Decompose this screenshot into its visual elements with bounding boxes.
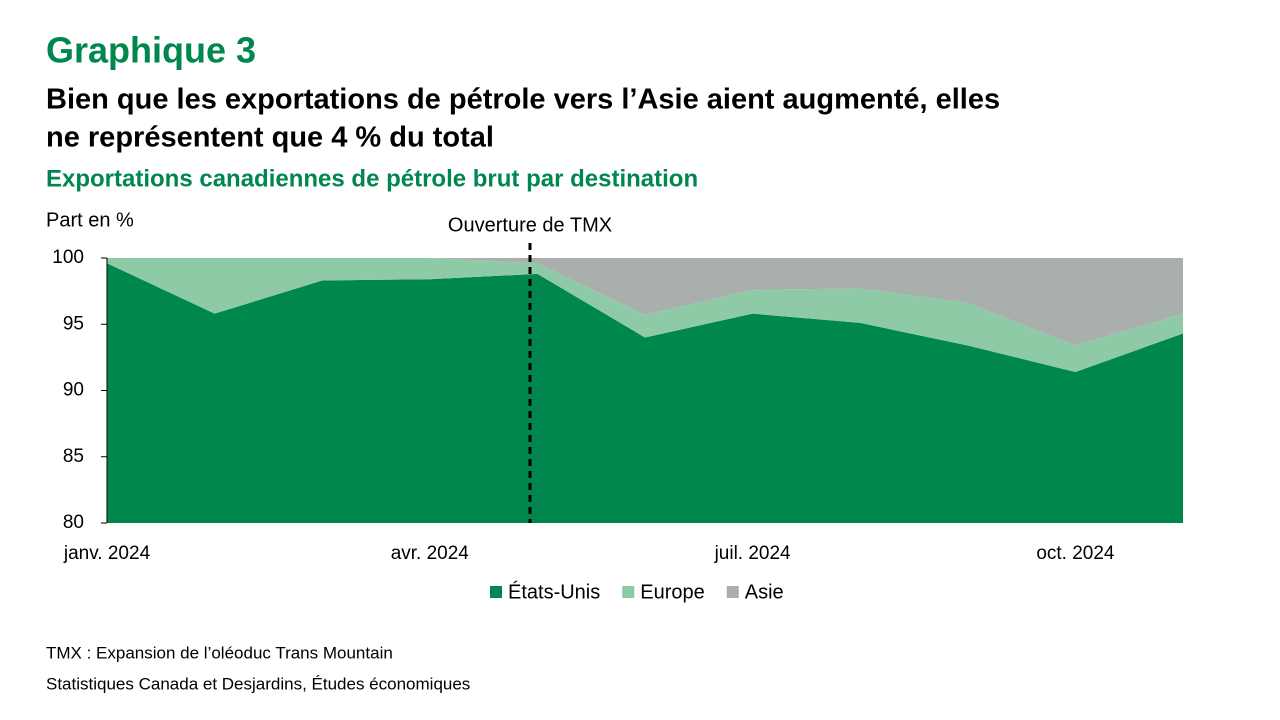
legend-swatch (490, 586, 502, 598)
y-tick-label: 90 (63, 380, 84, 401)
chart-label: Graphique 3 (46, 30, 256, 71)
source: Statistiques Canada et Desjardins, Étude… (46, 674, 470, 693)
legend-label: Europe (640, 581, 705, 603)
y-axis-label: Part en % (46, 209, 134, 231)
legend-label: États-Unis (508, 580, 600, 603)
legend-swatch (622, 586, 635, 598)
legend-label: Asie (745, 581, 784, 603)
note: TMX : Expansion de l’oléoduc Trans Mount… (46, 643, 393, 662)
chart-title: ne représentent que 4 % du total (46, 122, 494, 154)
x-tick-label: janv. 2024 (63, 543, 151, 564)
chart-subtitle: Exportations canadiennes de pétrole brut… (46, 165, 698, 192)
x-tick-label: juil. 2024 (714, 543, 791, 564)
y-tick-label: 100 (52, 247, 84, 268)
y-tick-label: 95 (63, 313, 84, 334)
area (107, 258, 1183, 346)
annotation: Ouverture de TMX (448, 214, 612, 236)
x-tick-label: avr. 2024 (391, 543, 470, 564)
y-tick-label: 80 (63, 512, 84, 533)
legend-swatch (726, 586, 739, 598)
x-tick-label: oct. 2024 (1036, 543, 1115, 564)
y-tick-label: 85 (63, 446, 84, 467)
chart-title: Bien que les exportations de pétrole ver… (46, 84, 1000, 116)
area (107, 263, 1183, 523)
